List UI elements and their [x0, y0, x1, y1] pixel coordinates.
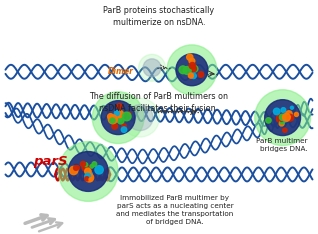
Circle shape [121, 98, 160, 137]
Circle shape [84, 163, 88, 167]
Circle shape [114, 112, 122, 119]
Circle shape [281, 108, 286, 112]
Circle shape [191, 73, 196, 79]
Circle shape [139, 54, 165, 81]
Circle shape [114, 111, 119, 116]
Circle shape [122, 112, 131, 121]
Circle shape [294, 112, 298, 117]
Circle shape [85, 169, 91, 175]
Text: Immobilized ParB multimer by
parS acts as a nucleating center
and mediates the t: Immobilized ParB multimer by parS acts a… [116, 195, 234, 225]
Text: ParB multimer
bridges DNA.: ParB multimer bridges DNA. [256, 138, 308, 152]
Circle shape [85, 177, 89, 181]
Circle shape [122, 124, 126, 128]
Circle shape [68, 152, 108, 191]
Circle shape [189, 58, 195, 64]
Circle shape [114, 113, 123, 122]
Circle shape [118, 116, 122, 120]
Circle shape [121, 127, 127, 132]
Circle shape [273, 108, 280, 115]
Circle shape [279, 121, 284, 126]
Circle shape [282, 114, 289, 122]
Circle shape [127, 105, 153, 131]
Circle shape [183, 66, 191, 74]
Circle shape [92, 92, 144, 143]
Circle shape [189, 67, 193, 72]
Circle shape [187, 54, 193, 60]
Circle shape [179, 66, 187, 74]
Circle shape [85, 173, 91, 179]
Circle shape [280, 117, 284, 121]
Circle shape [190, 66, 197, 72]
Circle shape [189, 62, 196, 69]
Circle shape [108, 115, 117, 124]
Circle shape [255, 90, 310, 146]
Circle shape [82, 164, 89, 171]
Circle shape [92, 162, 97, 166]
Circle shape [90, 165, 93, 168]
Circle shape [286, 111, 292, 117]
Text: parS: parS [33, 155, 68, 168]
Circle shape [86, 176, 90, 181]
Circle shape [117, 117, 124, 124]
Circle shape [101, 101, 135, 135]
Text: The diffusion of ParB multimers on
nsDNA facilitates their fusion.: The diffusion of ParB multimers on nsDNA… [89, 92, 229, 113]
Circle shape [191, 66, 197, 71]
Circle shape [110, 118, 115, 123]
Circle shape [276, 114, 285, 123]
Circle shape [282, 113, 290, 121]
Circle shape [279, 115, 287, 122]
Circle shape [280, 114, 286, 121]
Circle shape [128, 112, 131, 115]
Circle shape [112, 123, 118, 129]
Circle shape [280, 120, 284, 124]
Circle shape [107, 114, 114, 120]
Circle shape [143, 59, 161, 77]
Circle shape [189, 66, 196, 73]
Circle shape [86, 175, 92, 181]
Circle shape [58, 142, 118, 201]
Circle shape [283, 128, 287, 132]
Circle shape [198, 72, 204, 77]
Circle shape [266, 118, 271, 123]
Circle shape [75, 165, 80, 170]
Circle shape [290, 106, 294, 109]
Circle shape [287, 114, 294, 121]
Text: ParB proteins stochastically
multimerize on nsDNA.: ParB proteins stochastically multimerize… [103, 6, 215, 27]
Circle shape [176, 54, 208, 86]
Circle shape [114, 113, 122, 122]
Circle shape [117, 103, 122, 109]
Circle shape [80, 161, 86, 167]
Circle shape [188, 73, 193, 78]
Circle shape [89, 178, 93, 181]
Circle shape [116, 110, 123, 118]
Circle shape [95, 166, 103, 174]
Circle shape [167, 45, 217, 95]
Circle shape [265, 100, 301, 135]
Circle shape [85, 168, 91, 174]
Circle shape [70, 166, 78, 175]
Circle shape [89, 172, 92, 176]
Circle shape [189, 68, 194, 73]
Text: Dimer: Dimer [108, 67, 134, 76]
Circle shape [192, 66, 198, 72]
Circle shape [73, 165, 78, 170]
Circle shape [85, 173, 93, 182]
